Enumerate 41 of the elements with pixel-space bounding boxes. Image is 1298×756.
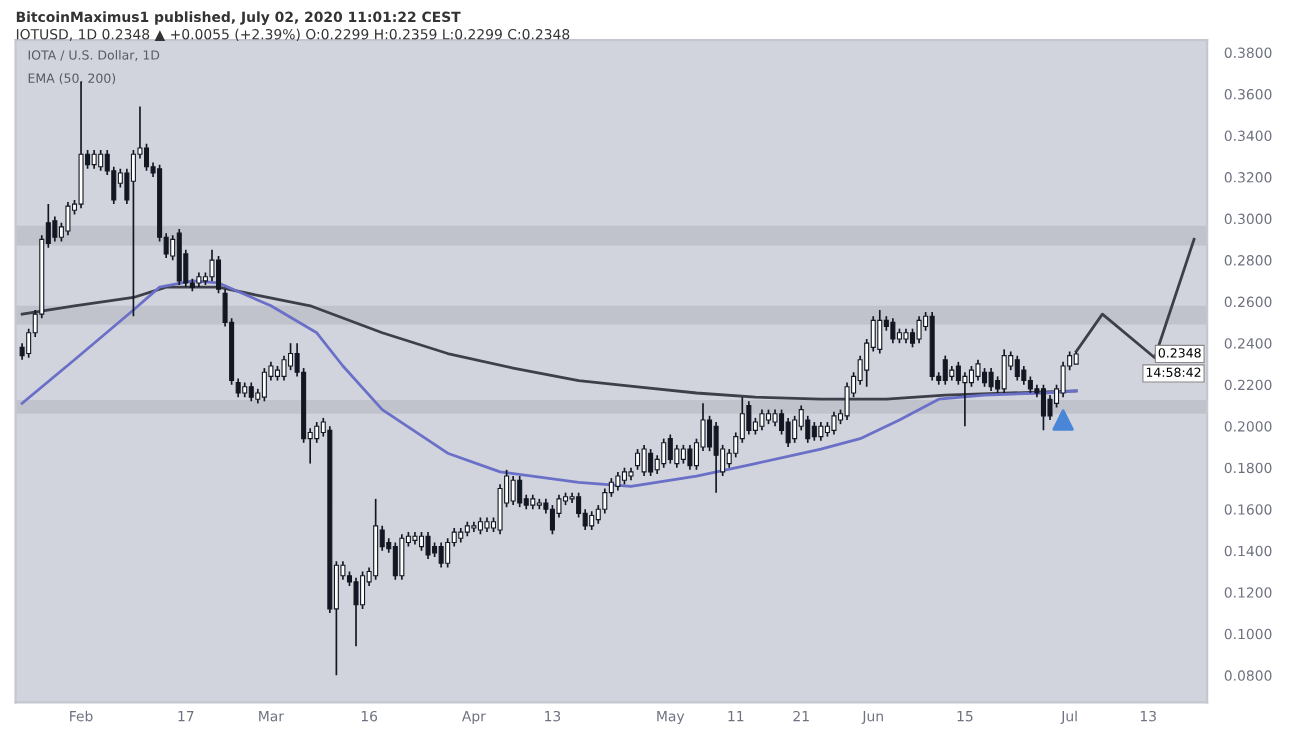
candlestick [713,421,719,494]
candlestick [418,531,425,552]
candlestick [589,510,595,531]
candlestick [248,381,254,403]
candlestick [353,576,359,648]
candlestick [988,367,994,392]
candlestick [641,444,647,477]
candlestick [811,421,817,442]
candlestick [785,417,791,448]
candlestick [759,408,765,432]
candlestick [818,421,824,442]
candlestick [746,400,752,436]
candlestick [399,533,405,581]
candlestick [635,448,641,471]
candlestick [425,531,431,560]
candlestick [261,367,267,403]
candlestick [1001,348,1007,394]
candlestick [91,149,97,170]
candlestick [890,317,896,345]
candlestick [648,448,654,477]
candlestick [438,541,444,569]
candlestick [65,201,71,237]
candlestick [680,444,686,465]
candlestick [510,475,516,506]
candlestick [1040,383,1046,432]
candlestick [517,475,523,509]
candlestick [392,541,398,581]
candlestick [176,228,182,286]
candlestick [667,433,673,465]
candlestick [831,410,837,436]
candlestick [916,315,922,345]
candlestick [615,471,621,492]
candlestick [975,358,981,382]
candlestick [1014,354,1020,382]
candlestick [661,437,667,469]
candlestick [982,367,988,388]
candlestick [209,248,215,282]
candlestick [687,444,693,471]
candlestick [877,309,883,355]
candlestick [942,354,948,386]
candlestick [98,149,104,172]
